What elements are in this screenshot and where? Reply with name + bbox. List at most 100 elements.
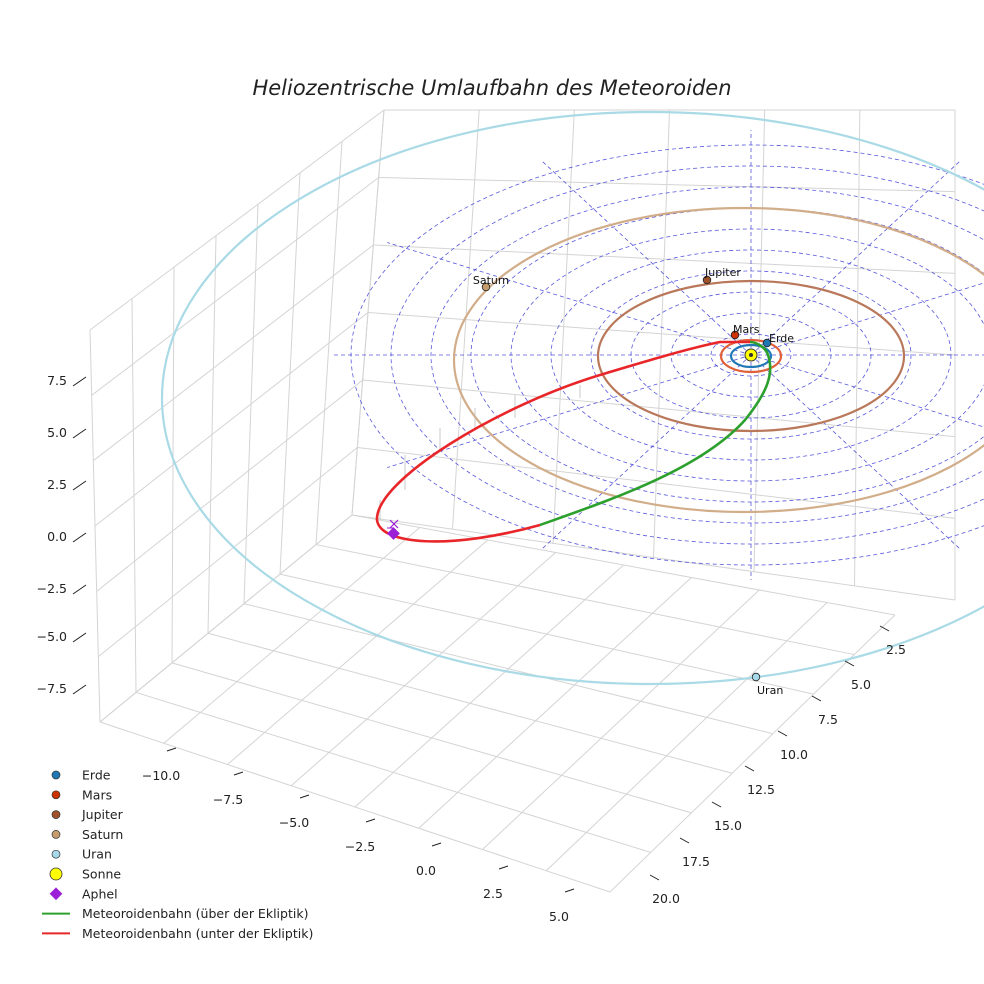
marker-jupiter xyxy=(702,275,712,285)
z-tick-label: 2.5 xyxy=(47,477,67,492)
x-tick-mark xyxy=(166,747,177,752)
legend-label: Uran xyxy=(82,847,112,862)
ecliptic-spoke xyxy=(750,354,962,551)
label-saturn: Saturn xyxy=(473,274,509,287)
z-tick-label: −5.0 xyxy=(37,629,67,644)
label-jupiter: Jupiter xyxy=(704,266,741,279)
floor-gridline xyxy=(418,577,692,829)
body-markers: Erde Mars Jupiter Saturn Uran xyxy=(387,266,794,697)
z-tick-mark xyxy=(72,428,87,439)
y-tick-label: 15.0 xyxy=(714,818,742,833)
floor-gridline xyxy=(227,539,489,765)
x-tick-label: 5.0 xyxy=(549,909,569,924)
orbit-erde xyxy=(729,343,773,369)
wall-gridline xyxy=(91,177,379,396)
wall-gridline xyxy=(94,312,369,527)
floor-gridline xyxy=(354,564,624,808)
x-tick-label: −5.0 xyxy=(279,815,309,830)
z-tick-mark xyxy=(72,480,87,491)
ecliptic-spoke xyxy=(387,242,752,356)
z-axis: 7.5 5.0 2.5 0.0 −2.5 −5.0 −7.5 xyxy=(37,373,87,696)
meteoroid-track xyxy=(375,340,772,543)
z-tick-mark xyxy=(72,376,87,387)
legend-label: Saturn xyxy=(82,827,123,842)
ecliptic-spoke xyxy=(540,159,752,356)
z-tick-label: −2.5 xyxy=(37,581,67,596)
y-tick-label: 5.0 xyxy=(851,677,871,692)
z-tick-label: 0.0 xyxy=(47,529,67,544)
wall-gridline xyxy=(367,312,956,356)
legend-marker xyxy=(51,790,61,800)
meteoroid-track-below xyxy=(375,340,750,543)
label-mars: Mars xyxy=(733,323,760,336)
z-tick-mark xyxy=(72,684,87,695)
wall-gridline xyxy=(362,379,956,438)
wall-gridline xyxy=(373,244,956,274)
label-erde: Erde xyxy=(769,332,794,345)
y-tick-label: 2.5 xyxy=(886,642,906,657)
orbit-jupiter xyxy=(596,279,906,433)
y-axis: 2.5 5.0 7.5 10.0 12.5 15.0 17.5 20.0 xyxy=(649,625,906,906)
wall-gridline xyxy=(351,514,956,601)
floor-gridline xyxy=(609,614,896,893)
marker-saturn xyxy=(481,282,491,292)
x-tick-mark xyxy=(498,865,509,870)
legend: Erde Mars Jupiter Saturn Uran Sonne Aphel Meteo… xyxy=(42,768,313,941)
z-tick-mark xyxy=(72,632,87,643)
x-tick-label: 0.0 xyxy=(416,863,436,878)
wall-gridline xyxy=(89,109,385,331)
floor-gridline xyxy=(290,552,556,787)
ecliptic-grid xyxy=(331,130,984,580)
y-tick-mark xyxy=(777,730,788,737)
orbit-uran xyxy=(161,110,984,686)
legend-label: Meteoroidenbahn (unter der Ekliptik) xyxy=(82,926,313,941)
ecliptic-spoke xyxy=(387,354,752,468)
legend-label: Aphel xyxy=(82,886,118,901)
wall-gridline xyxy=(96,379,363,592)
legend-label: Mars xyxy=(82,787,112,802)
wall-gridline xyxy=(93,244,374,462)
z-tick-label: 7.5 xyxy=(47,373,67,388)
legend-label: Meteoroidenbahn (über der Ekliptik) xyxy=(82,906,308,921)
legend-marker xyxy=(51,810,61,819)
floor-gridline xyxy=(163,527,421,744)
legend-marker xyxy=(51,830,61,839)
legend-marker xyxy=(51,849,61,859)
y-tick-mark xyxy=(711,801,722,808)
y-tick-label: 7.5 xyxy=(818,712,838,727)
axis-panes xyxy=(89,109,956,893)
y-tick-label: 12.5 xyxy=(747,782,775,797)
wall-gridline xyxy=(357,447,956,519)
ecliptic-spoke xyxy=(540,354,752,551)
chart-title: Heliozentrische Umlaufbahn des Meteoroid… xyxy=(252,76,731,100)
floor-gridline xyxy=(545,602,828,872)
z-tick-mark xyxy=(72,584,87,595)
legend-marker xyxy=(51,770,61,780)
x-axis: −10.0 −7.5 −5.0 −2.5 0.0 2.5 5.0 xyxy=(142,747,575,924)
orbit-saturn xyxy=(452,206,984,514)
x-tick-mark xyxy=(233,771,244,776)
y-tick-mark xyxy=(844,660,855,667)
x-tick-label: −7.5 xyxy=(213,792,243,807)
marker-uran xyxy=(751,672,761,682)
y-tick-mark xyxy=(649,874,660,881)
y-tick-mark xyxy=(744,765,755,772)
y-tick-mark xyxy=(879,625,890,632)
x-tick-mark xyxy=(299,794,310,799)
aphel-cross-c xyxy=(389,519,399,529)
orbit-mars xyxy=(719,338,783,374)
y-tick-label: 17.5 xyxy=(682,854,710,869)
legend-label: Erde xyxy=(82,768,111,783)
ecliptic-spoke xyxy=(750,354,984,428)
legend-marker xyxy=(49,887,63,901)
label-uran: Uran xyxy=(757,684,783,697)
z-tick-label: 5.0 xyxy=(47,425,67,440)
ecliptic-ring xyxy=(710,333,792,377)
floor-gridline xyxy=(99,514,353,723)
y-tick-label: 20.0 xyxy=(652,891,680,906)
x-tick-mark xyxy=(564,888,575,893)
floor-gridline xyxy=(482,589,760,850)
y-tick-mark xyxy=(679,837,690,844)
meteoroid-track-above xyxy=(539,340,772,527)
